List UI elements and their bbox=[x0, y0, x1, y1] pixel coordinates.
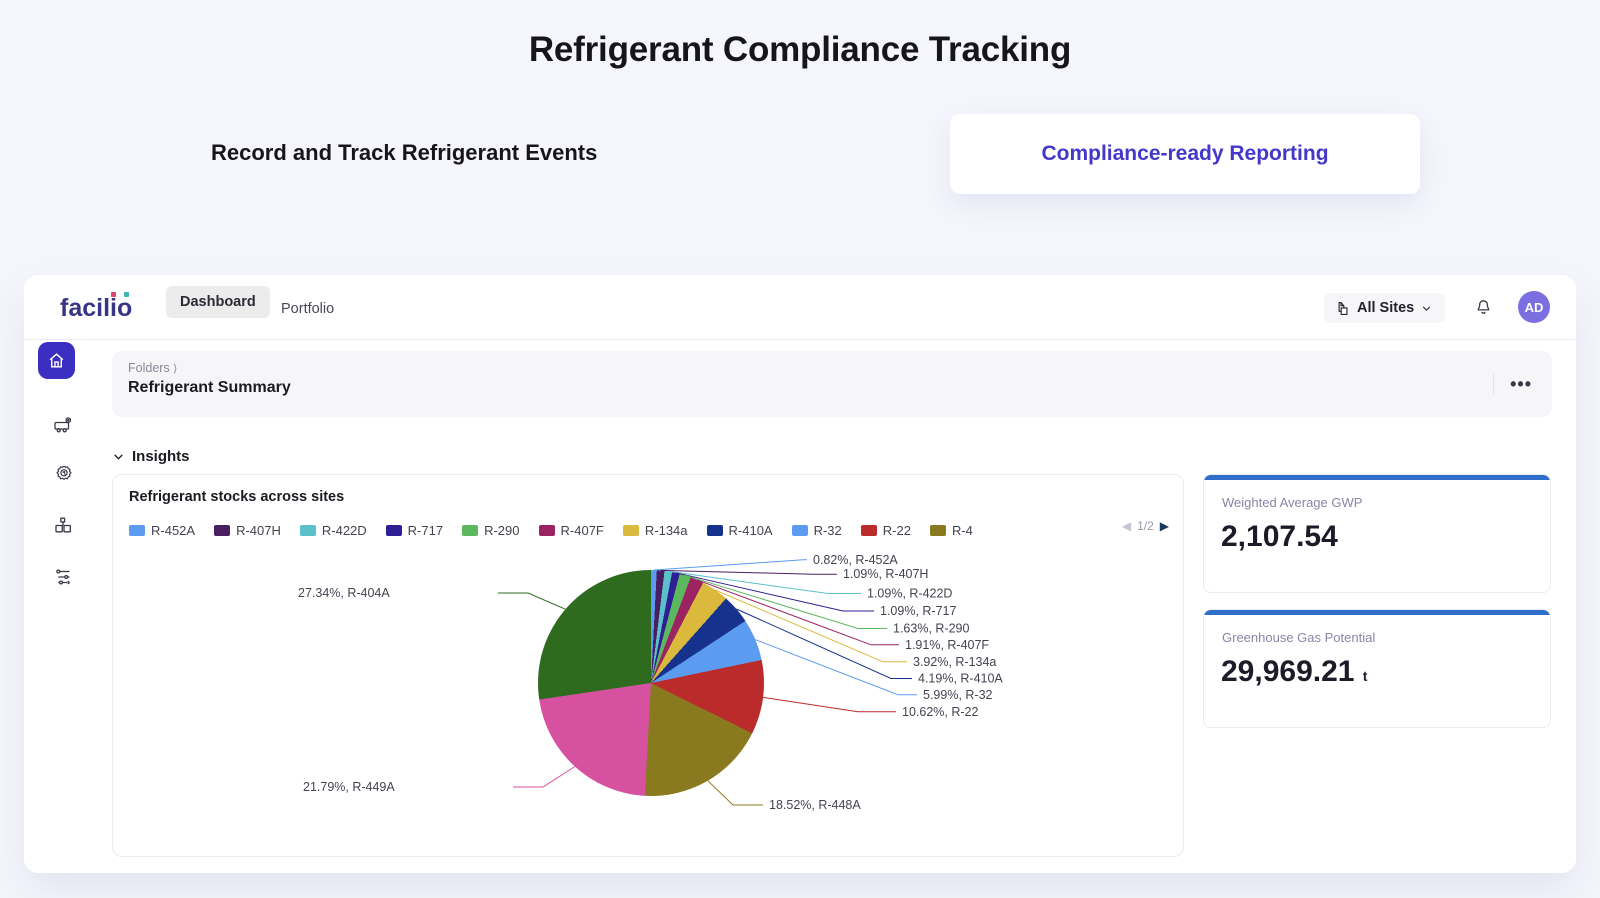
svg-text:1.63%, R-290: 1.63%, R-290 bbox=[893, 622, 969, 636]
svg-text:18.52%, R-448A: 18.52%, R-448A bbox=[769, 798, 861, 812]
svg-text:0.82%, R-452A: 0.82%, R-452A bbox=[813, 553, 898, 567]
svg-text:1.91%, R-407F: 1.91%, R-407F bbox=[905, 638, 989, 652]
svg-text:1.09%, R-717: 1.09%, R-717 bbox=[880, 604, 956, 618]
svg-text:10.62%, R-22: 10.62%, R-22 bbox=[902, 705, 978, 719]
svg-text:3.92%, R-134a: 3.92%, R-134a bbox=[913, 655, 996, 669]
svg-text:4.19%, R-410A: 4.19%, R-410A bbox=[918, 672, 1003, 686]
svg-text:27.34%, R-404A: 27.34%, R-404A bbox=[298, 586, 390, 600]
svg-text:21.79%, R-449A: 21.79%, R-449A bbox=[303, 780, 395, 794]
svg-text:1.09%, R-422D: 1.09%, R-422D bbox=[867, 587, 952, 601]
svg-text:5.99%, R-32: 5.99%, R-32 bbox=[923, 688, 993, 702]
svg-text:1.09%, R-407H: 1.09%, R-407H bbox=[843, 567, 928, 581]
